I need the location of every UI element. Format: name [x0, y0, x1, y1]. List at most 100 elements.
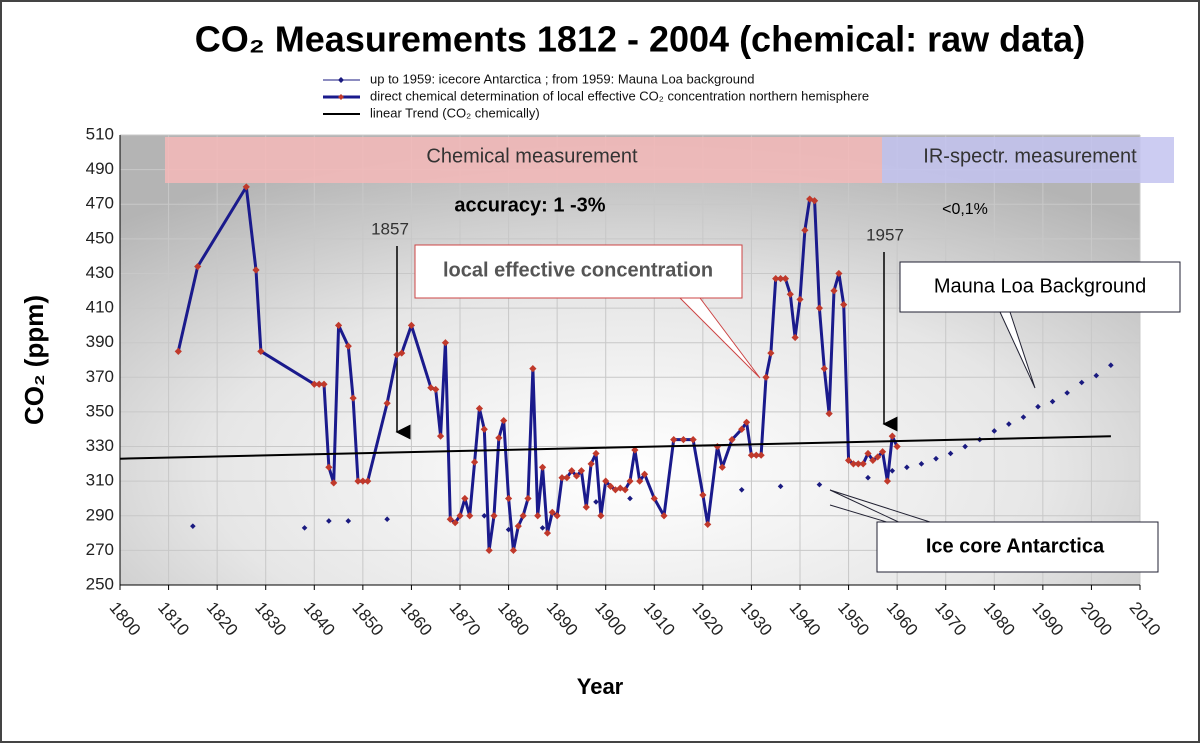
marker	[825, 410, 833, 418]
marker	[310, 380, 318, 388]
annotation: local effective concentration	[443, 259, 713, 281]
marker	[359, 477, 367, 485]
y-tick-label: 330	[86, 436, 114, 455]
marker	[830, 287, 838, 295]
marker	[947, 450, 954, 457]
marker	[194, 262, 202, 271]
marker	[1049, 398, 1056, 405]
y-tick-label: 270	[86, 540, 114, 559]
x-axis-label: Year	[577, 674, 624, 699]
marker	[801, 226, 809, 234]
y-tick-label: 510	[86, 124, 114, 143]
marker	[640, 470, 649, 478]
chemical-band	[165, 137, 882, 183]
marker	[461, 494, 469, 503]
marker	[190, 523, 196, 529]
marker	[514, 522, 522, 530]
marker	[660, 512, 668, 520]
chart-title: CO₂ Measurements 1812 - 2004 (chemical: …	[195, 19, 1085, 60]
marker	[670, 436, 678, 444]
marker	[504, 494, 513, 503]
annotation: Mauna Loa Background	[934, 275, 1146, 297]
marker	[835, 269, 843, 278]
annotation: <0,1%	[942, 201, 988, 218]
marker	[548, 508, 556, 516]
marker	[704, 520, 712, 529]
marker	[1093, 372, 1100, 379]
marker	[587, 460, 595, 468]
marker	[626, 477, 634, 485]
marker	[558, 474, 566, 482]
marker	[242, 183, 250, 191]
annotation: 1957	[866, 225, 904, 244]
marker	[334, 321, 343, 329]
marker	[602, 477, 610, 485]
annotation: accuracy: 1 -3%	[454, 194, 605, 216]
marker	[349, 394, 357, 402]
marker	[446, 515, 454, 523]
annotation: Ice core Antarctica	[926, 535, 1105, 557]
marker	[344, 342, 352, 350]
marker	[383, 399, 391, 407]
y-axis-label: CO₂ (ppm)	[19, 295, 49, 425]
y-tick-label: 410	[86, 298, 114, 317]
marker	[883, 477, 892, 485]
marker	[325, 463, 333, 471]
callout-pointer	[999, 311, 1036, 389]
marker	[436, 432, 445, 440]
marker	[747, 451, 756, 459]
marker	[475, 404, 484, 413]
marker	[330, 479, 338, 487]
marker	[1035, 403, 1041, 410]
marker	[991, 428, 998, 434]
marker	[529, 365, 537, 373]
marker	[689, 436, 697, 444]
annotation: 1857	[371, 219, 409, 238]
y-tick-label: 470	[86, 194, 114, 213]
marker	[398, 349, 406, 357]
marker	[933, 455, 939, 462]
marker	[772, 275, 780, 283]
legend-label: linear Trend (CO₂ chemically)	[370, 105, 540, 120]
marker	[354, 477, 362, 485]
marker	[854, 460, 862, 468]
marker	[650, 494, 658, 503]
marker	[864, 449, 872, 458]
marker	[962, 443, 968, 450]
marker	[568, 467, 576, 475]
marker	[539, 525, 546, 531]
marker	[534, 512, 542, 520]
marker	[616, 484, 624, 492]
marker	[1078, 379, 1085, 386]
marker	[815, 304, 824, 312]
marker	[859, 460, 867, 468]
callout-pointer	[829, 489, 931, 533]
marker	[893, 442, 901, 451]
marker	[878, 448, 887, 456]
marker	[636, 477, 644, 485]
marker	[257, 347, 265, 355]
marker	[500, 416, 508, 425]
y-tick-label: 490	[86, 159, 114, 178]
marker	[572, 472, 581, 480]
marker	[393, 351, 401, 359]
marker	[470, 458, 479, 466]
marker	[904, 464, 910, 471]
marker	[869, 456, 877, 464]
marker	[485, 546, 493, 554]
marker	[538, 463, 547, 471]
marker	[326, 518, 332, 524]
marker	[816, 481, 823, 488]
marker	[699, 491, 707, 499]
marker	[451, 519, 459, 527]
marker	[606, 482, 615, 490]
marker	[840, 301, 848, 309]
marker	[563, 474, 571, 482]
marker	[752, 451, 760, 459]
y-tick-label: 430	[86, 263, 114, 282]
marker	[577, 467, 586, 475]
callout	[414, 244, 743, 299]
marker	[1020, 414, 1027, 420]
marker	[345, 518, 352, 524]
